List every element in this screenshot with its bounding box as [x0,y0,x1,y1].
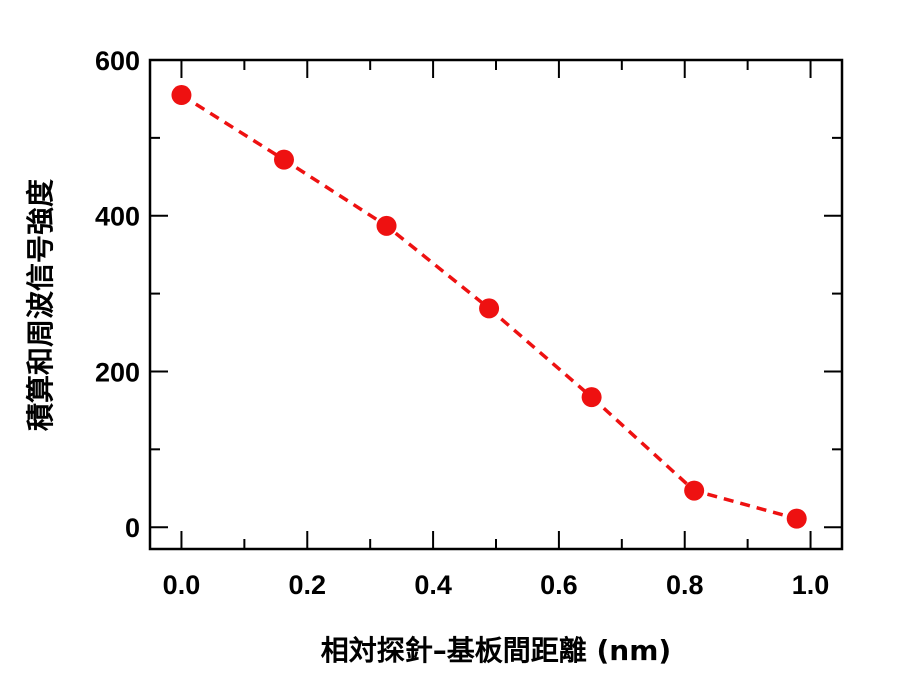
x-tick-label: 0.4 [414,570,452,600]
data-point [171,85,192,106]
data-point [479,298,500,319]
data-point [376,215,397,236]
x-tick-label: 1.0 [792,570,830,600]
y-axis-title: 積算和周波信号強度 [24,179,57,431]
y-tick-label: 600 [95,46,140,76]
data-point [684,480,705,501]
x-axis-title: 相対探針–基板間距離 (nm) [321,634,671,667]
axis-ticks [150,59,842,549]
x-tick-label: 0.2 [288,570,326,600]
x-tick-label: 0.0 [163,570,201,600]
data-point [786,508,807,529]
data-point [273,149,294,170]
data-point [581,387,602,408]
x-tick-label: 0.6 [540,570,578,600]
y-tick-label: 0 [125,513,140,543]
y-tick-labels: 0 200 400 600 [95,46,140,543]
x-tick-labels: 0.0 0.2 0.4 0.6 0.8 1.0 [163,570,830,600]
x-tick-label: 0.8 [666,570,704,600]
data-series [171,85,807,529]
y-tick-label: 400 [95,202,140,232]
y-tick-label: 200 [95,357,140,387]
